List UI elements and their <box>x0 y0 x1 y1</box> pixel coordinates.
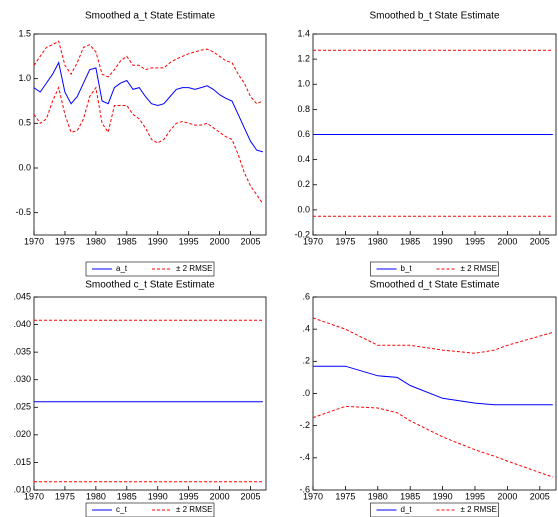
y-tick-label: .040 <box>13 319 31 329</box>
y-tick-label: 0.5 <box>18 118 31 128</box>
x-tick-label: 2005 <box>241 236 261 246</box>
x-tick-label: 2005 <box>530 491 550 501</box>
y-tick-label: 0.0 <box>297 204 310 214</box>
y-tick-label: 0.8 <box>297 104 310 114</box>
y-tick-label: .045 <box>13 291 31 301</box>
x-tick-label: 1985 <box>400 491 420 501</box>
legend-label: ± 2 RMSE <box>461 505 497 514</box>
x-tick-label: 1995 <box>465 491 485 501</box>
x-tick-label: 1985 <box>117 236 137 246</box>
x-tick-label: 1980 <box>86 491 106 501</box>
x-tick-label: 1970 <box>24 236 44 246</box>
x-tick-label: 1975 <box>55 491 75 501</box>
x-tick-label: 1970 <box>303 236 323 246</box>
y-tick-label: -.6 <box>299 484 310 494</box>
y-tick-label: .0 <box>302 388 310 398</box>
y-tick-label: .025 <box>13 402 31 412</box>
plot-frame <box>33 33 267 236</box>
legend-label: ± 2 RMSE <box>176 264 212 273</box>
x-tick-label: 1995 <box>179 491 199 501</box>
x-tick-label: 1975 <box>335 236 355 246</box>
x-tick-label: 1990 <box>433 491 453 501</box>
y-tick-label: .010 <box>13 484 31 494</box>
x-tick-label: 1990 <box>148 491 168 501</box>
legend-label: ± 2 RMSE <box>461 264 497 273</box>
chart-title: Smoothed a_t State Estimate <box>85 11 216 22</box>
series-line <box>34 86 264 204</box>
x-tick-label: 2000 <box>497 236 517 246</box>
y-tick-label: -.2 <box>299 420 310 430</box>
legend-label: a_t <box>116 264 128 273</box>
series-line <box>313 405 553 478</box>
y-tick-label: .035 <box>13 347 31 357</box>
y-tick-label: 1.0 <box>297 79 310 89</box>
y-tick-label: 0.0 <box>18 162 31 172</box>
x-tick-label: 2005 <box>241 491 261 501</box>
chart-title: Smoothed c_t State Estimate <box>85 280 215 291</box>
x-tick-label: 1995 <box>465 236 485 246</box>
x-tick-label: 1975 <box>335 491 355 501</box>
legend-box <box>370 261 499 277</box>
legend-box <box>85 502 215 517</box>
y-tick-label: .015 <box>13 457 31 467</box>
x-tick-label: 2000 <box>497 491 517 501</box>
y-tick-label: .030 <box>13 374 31 384</box>
x-tick-label: 1975 <box>55 236 75 246</box>
y-tick-label: 0.4 <box>297 154 310 164</box>
x-tick-label: 1970 <box>303 491 323 501</box>
x-tick-label: 1995 <box>179 236 199 246</box>
x-tick-label: 2000 <box>210 236 230 246</box>
plot-frame <box>312 296 557 491</box>
x-tick-label: 1990 <box>148 236 168 246</box>
y-tick-label: 1.4 <box>297 28 310 38</box>
y-tick-label: .2 <box>302 356 310 366</box>
legend-box <box>85 261 215 277</box>
x-tick-label: 1980 <box>368 491 388 501</box>
chart-title: Smoothed b_t State Estimate <box>369 11 500 22</box>
y-tick-label: -.4 <box>299 452 310 462</box>
y-tick-label: .020 <box>13 429 31 439</box>
series-line <box>313 317 553 354</box>
x-tick-label: 1985 <box>117 491 137 501</box>
x-tick-label: 1980 <box>368 236 388 246</box>
legend-label: c_t <box>116 505 127 514</box>
y-tick-label: 1.0 <box>18 73 31 83</box>
x-tick-label: 1990 <box>433 236 453 246</box>
y-tick-label: 1.2 <box>297 54 310 64</box>
y-tick-label: 0.6 <box>297 129 310 139</box>
chart-title: Smoothed d_t State Estimate <box>369 280 500 291</box>
x-tick-label: 1985 <box>400 236 420 246</box>
y-tick-label: 1.5 <box>18 28 31 38</box>
x-tick-label: 1970 <box>24 491 44 501</box>
x-tick-label: 2000 <box>210 491 230 501</box>
legend-label: d_t <box>401 505 413 514</box>
y-tick-label: 0.2 <box>297 179 310 189</box>
series-line <box>34 40 264 105</box>
legend-box <box>370 502 499 517</box>
y-tick-label: .4 <box>302 324 310 334</box>
series-line <box>313 365 553 406</box>
y-tick-label: -0.2 <box>294 229 310 239</box>
legend-label: ± 2 RMSE <box>176 505 212 514</box>
y-tick-label: -0.5 <box>15 207 31 217</box>
y-tick-label: .6 <box>302 291 310 301</box>
x-tick-label: 2005 <box>530 236 550 246</box>
legend-label: b_t <box>401 264 413 273</box>
x-tick-label: 1980 <box>86 236 106 246</box>
plot-frame <box>33 296 267 491</box>
series-line <box>34 61 264 153</box>
